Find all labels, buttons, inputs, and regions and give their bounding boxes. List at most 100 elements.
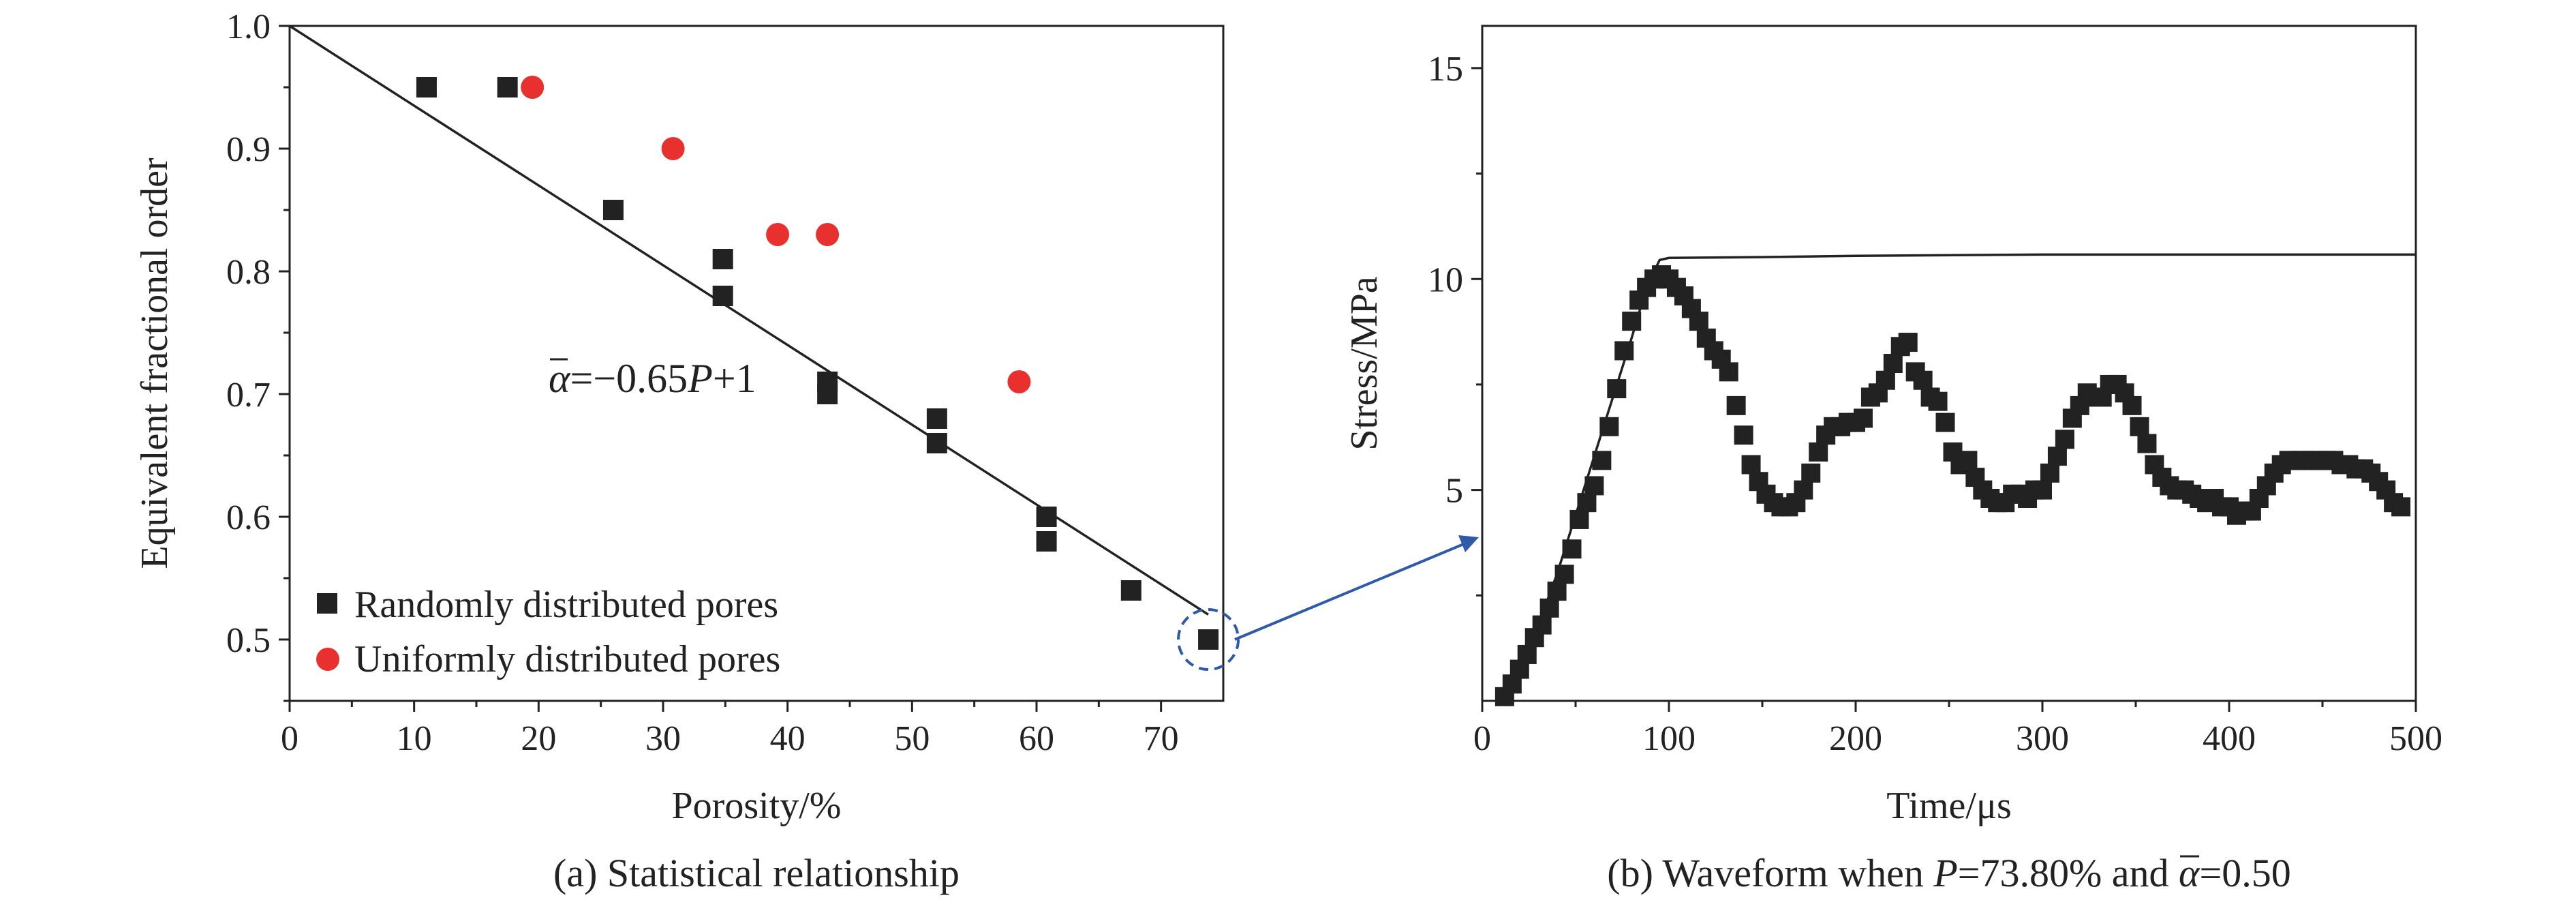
waveform-point [2122, 395, 2142, 415]
panel-a-x-tick-label: 10 [397, 719, 432, 758]
random-pore-point [817, 384, 838, 404]
panel-b-markers [1494, 265, 2411, 706]
waveform-point [1875, 370, 1895, 390]
panel-a-x-axis-label: Porosity/% [672, 785, 842, 827]
panel-a-x-tick-label: 20 [521, 719, 556, 758]
panel-b-x-tick-label: 100 [1642, 719, 1696, 758]
random-pore-point [1120, 580, 1141, 601]
random-pore-point [1036, 507, 1057, 527]
panel-a-x-tick-label: 70 [1144, 719, 1179, 758]
random-pore-point [712, 249, 733, 269]
waveform-point [1614, 341, 1634, 361]
waveform-point [1547, 582, 1567, 601]
waveform-point [1607, 379, 1627, 399]
panel-b-y-tick-label: 5 [1445, 472, 1463, 511]
panel-a-x-tick-label: 60 [1019, 719, 1054, 758]
panel-b-caption: (b) Waveform when P=73.80% and α=0.50 [1607, 851, 2290, 895]
uniform-pore-point [816, 223, 840, 246]
random-pore-point [926, 433, 947, 453]
waveform-point [1801, 463, 1821, 483]
waveform-point [1853, 408, 1873, 428]
random-pore-point [602, 200, 624, 220]
waveform-point [2040, 463, 2059, 483]
waveform-point [1689, 312, 1708, 331]
panel-a-ticks: 0 10 20 30 40 50 60 70 0.5 0.6 0.7 0.8 0.9 1.0 [226, 7, 1179, 758]
panel-a-y-tick-label: 0.6 [226, 498, 271, 537]
panel-a-y-tick-label: 0.5 [226, 621, 271, 660]
waveform-point [2130, 417, 2149, 436]
waveform-point [1794, 480, 1813, 500]
panel-b-plot-frame [1481, 25, 2417, 702]
zoom-arrow [1234, 541, 1469, 641]
waveform-point [1599, 417, 1619, 436]
zoom-arrow-head [1458, 535, 1479, 552]
panel-b-x-tick-label: 300 [2016, 719, 2069, 758]
waveform-point [1883, 354, 1903, 373]
waveform-point [1622, 312, 1642, 331]
waveform-point [1734, 425, 1753, 445]
waveform-point [1935, 412, 1955, 432]
panel-b-ticks: 0 100 200 300 400 500 5 10 15 [1428, 50, 2442, 758]
panel-a-y-tick-label: 0.9 [226, 130, 271, 169]
waveform-point [2391, 497, 2411, 517]
panel-b-x-axis-label: Time/μs [1886, 785, 2012, 827]
legend-label-uniform: Uniformly distributed pores [354, 638, 780, 680]
panel-a-x-tick-label: 40 [770, 719, 806, 758]
waveform-point [1719, 362, 1738, 382]
waveform-point [1928, 391, 1948, 411]
panel-a-y-axis-label: Equivalent fractional order [134, 157, 176, 569]
waveform-point [1532, 615, 1552, 635]
panel-a-y-tick-label: 0.7 [226, 376, 271, 415]
panel-a-y-tick-label: 1.0 [226, 7, 271, 46]
waveform-point [1539, 598, 1559, 618]
panel-a-plot-frame [288, 25, 1225, 702]
legend-label-random: Randomly distributed pores [354, 584, 778, 626]
panel-b-y-axis-label: Stress/MPa [1343, 276, 1385, 450]
waveform-point [1898, 333, 1918, 352]
panel-b-chart: 0 100 200 300 400 500 5 10 15 Time/μs Stress/MPa… [1343, 25, 2442, 895]
panel-a-caption: (a) Statistical relationship [553, 851, 960, 895]
uniform-pore-point [521, 76, 545, 99]
waveform-point [2137, 434, 2157, 453]
waveform-point [1592, 451, 1612, 470]
legend-square-marker [317, 593, 337, 614]
waveform-point [1584, 476, 1604, 496]
waveform-point [1517, 644, 1537, 664]
panel-b-x-tick-label: 500 [2389, 719, 2442, 758]
panel-b-x-tick-label: 0 [1473, 719, 1491, 758]
panel-b-y-tick-label: 10 [1428, 260, 1463, 299]
panel-a-x-tick-label: 0 [281, 719, 298, 758]
uniform-pore-point [1007, 370, 1031, 393]
random-pore-point [1036, 531, 1057, 552]
fit-line [289, 25, 1210, 616]
panel-a-markers [416, 76, 1219, 650]
panel-a-fit-line-group [289, 25, 1210, 616]
panel-b-y-tick-label: 15 [1428, 50, 1463, 89]
waveform-point [1562, 539, 1582, 559]
waveform-point [1741, 455, 1761, 475]
panel-b-x-tick-label: 200 [1829, 719, 1882, 758]
random-pore-point [497, 77, 518, 97]
random-pore-point [926, 408, 947, 429]
waveform-point [1958, 451, 1978, 470]
waveform-point [1569, 509, 1589, 529]
random-pore-point [712, 286, 733, 306]
panel-a-y-tick-label: 0.8 [226, 253, 271, 292]
legend-circle-marker [316, 648, 339, 671]
panel-b-x-tick-label: 400 [2203, 719, 2256, 758]
random-pore-point [416, 77, 437, 97]
waveform-point [1913, 370, 1933, 390]
waveform-point [2033, 480, 2052, 500]
uniform-pore-point [766, 223, 790, 246]
random-pore-point [1198, 629, 1219, 650]
fit-equation: α=−0.65P+1 [549, 356, 756, 401]
waveform-point [2055, 430, 2074, 449]
waveform-point [1809, 442, 1828, 462]
waveform-point [2047, 447, 2067, 466]
waveform-point [1577, 493, 1597, 513]
panel-a-chart: 0 10 20 30 40 50 60 70 0.5 0.6 0.7 0.8 0.9 1.0 α=−0.6… [134, 7, 1240, 895]
waveform-point [1554, 565, 1574, 584]
waveform-point [1726, 395, 1746, 415]
panel-a-x-tick-label: 30 [645, 719, 681, 758]
